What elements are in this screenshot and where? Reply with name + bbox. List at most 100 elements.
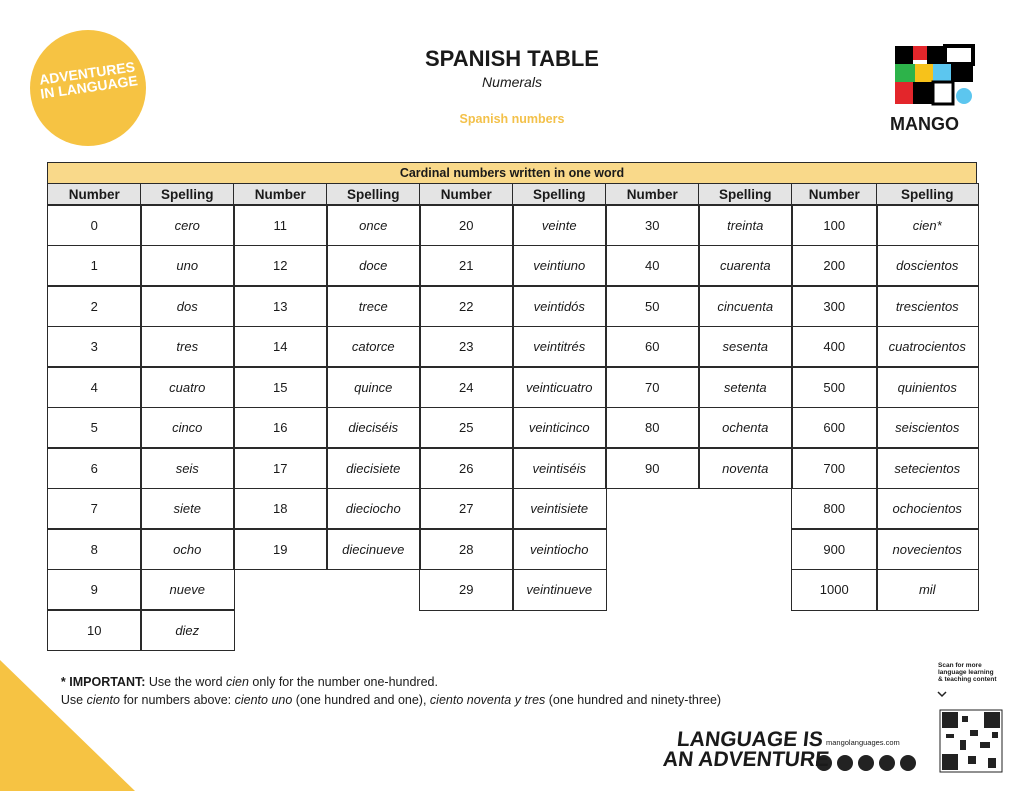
table-cell: once [326, 204, 421, 246]
table-cell: dieciséis [326, 406, 421, 449]
table-cell: cuarenta [698, 244, 793, 287]
table-cell: 4 [47, 366, 142, 408]
table-cell: 19 [233, 528, 328, 570]
note-part: ciento noventa y tres [429, 693, 546, 707]
table-cell: 40 [605, 244, 700, 287]
table-cell: sesenta [698, 325, 793, 368]
table-cell: 600 [791, 406, 878, 449]
table-cell: 13 [233, 285, 328, 327]
scan-line: Scan for more [938, 662, 982, 669]
section-label: Spanish numbers [459, 112, 565, 126]
table-cell: diecisiete [326, 447, 421, 489]
table-cell: Cardinal numbers written in one word [47, 162, 977, 185]
table-cell: Spelling [876, 183, 979, 206]
table-cell: veintiséis [512, 447, 607, 489]
table-cell: 25 [419, 406, 514, 449]
chevron [937, 691, 947, 698]
table-cell: 11 [233, 204, 328, 246]
corner-triangle [0, 660, 135, 791]
note-part: for numbers above: [119, 693, 235, 707]
table-cell: trece [326, 285, 421, 327]
table-cell: trescientos [876, 285, 979, 327]
table-cell: 60 [605, 325, 700, 368]
note-line: Use ciento for numbers above: ciento uno… [47, 679, 721, 721]
note-line: * IMPORTANT: Use the word cien only for … [47, 661, 438, 703]
table-cell: 21 [419, 244, 514, 287]
table-cell: veintisiete [512, 487, 607, 530]
table-cell: 2 [47, 285, 142, 327]
table-cell: dieciocho [326, 487, 421, 530]
table-cell: tres [140, 325, 235, 368]
table-cell: nueve [140, 568, 235, 611]
table-cell: setecientos [876, 447, 979, 489]
table-cell: Spelling [140, 183, 235, 206]
table-cell: veintiuno [512, 244, 607, 287]
table-cell: 200 [791, 244, 878, 287]
table-cell: quinientos [876, 366, 979, 408]
note-part: ciento [86, 693, 120, 707]
note-part: cien [226, 675, 249, 689]
slogan-line: LANGUAGE IS [675, 728, 825, 751]
table-cell: 700 [791, 447, 878, 489]
table-cell: veintinueve [512, 568, 607, 611]
table-cell: veinte [512, 204, 607, 246]
table-cell: veintitrés [512, 325, 607, 368]
table-cell: quince [326, 366, 421, 408]
table-cell: 28 [419, 528, 514, 570]
table-cell: Spelling [326, 183, 421, 206]
table-cell: 29 [419, 568, 514, 611]
table-cell: 20 [419, 204, 514, 246]
table-cell: mil [876, 568, 979, 611]
social-icons [816, 755, 916, 771]
qr-code [939, 709, 1003, 773]
table-cell: 50 [605, 285, 700, 327]
table-cell: 500 [791, 366, 878, 408]
table-cell: cien* [876, 204, 979, 246]
table-cell: 7 [47, 487, 142, 530]
table-cell: cuatro [140, 366, 235, 408]
table-cell: 10 [47, 609, 142, 651]
table-cell: Spelling [698, 183, 793, 206]
table-cell: Number [419, 183, 514, 206]
table-cell: 1000 [791, 568, 878, 611]
table-cell: 8 [47, 528, 142, 570]
note-part: (one hundred and one), [292, 693, 430, 707]
table-cell: dos [140, 285, 235, 327]
note-part: Use the word [145, 675, 226, 689]
table-cell: veinticuatro [512, 366, 607, 408]
table-cell: noventa [698, 447, 793, 489]
logo-circle [30, 30, 146, 146]
table-cell: 100 [791, 204, 878, 246]
table-cell: 9 [47, 568, 142, 611]
table-cell: 30 [605, 204, 700, 246]
table-cell: seis [140, 447, 235, 489]
table-cell: 300 [791, 285, 878, 327]
table-cell: Number [791, 183, 878, 206]
table-cell: 80 [605, 406, 700, 449]
table-cell: 900 [791, 528, 878, 570]
title: SPANISH TABLE [425, 46, 599, 71]
table-cell: ochocientos [876, 487, 979, 530]
table-cell: doce [326, 244, 421, 287]
table-cell: 17 [233, 447, 328, 489]
table-cell: setenta [698, 366, 793, 408]
table-cell: 14 [233, 325, 328, 368]
note-part: * IMPORTANT: [60, 675, 146, 689]
table-cell: cinco [140, 406, 235, 449]
table-cell: 24 [419, 366, 514, 408]
scan-text: Scan for more language learning & teachi… [938, 662, 997, 683]
table-cell: 22 [419, 285, 514, 327]
note-part: Use [60, 693, 87, 707]
table-cell: 15 [233, 366, 328, 408]
table-cell: Number [605, 183, 700, 206]
table-cell: Number [47, 183, 142, 206]
table-cell: seiscientos [876, 406, 979, 449]
note-part: only for the number one-hundred. [248, 675, 438, 689]
table-cell: cincuenta [698, 285, 793, 327]
table-cell: 400 [791, 325, 878, 368]
table-cell: 70 [605, 366, 700, 408]
table-cell: ocho [140, 528, 235, 570]
slogan-line: AN ADVENTURE [661, 748, 831, 771]
